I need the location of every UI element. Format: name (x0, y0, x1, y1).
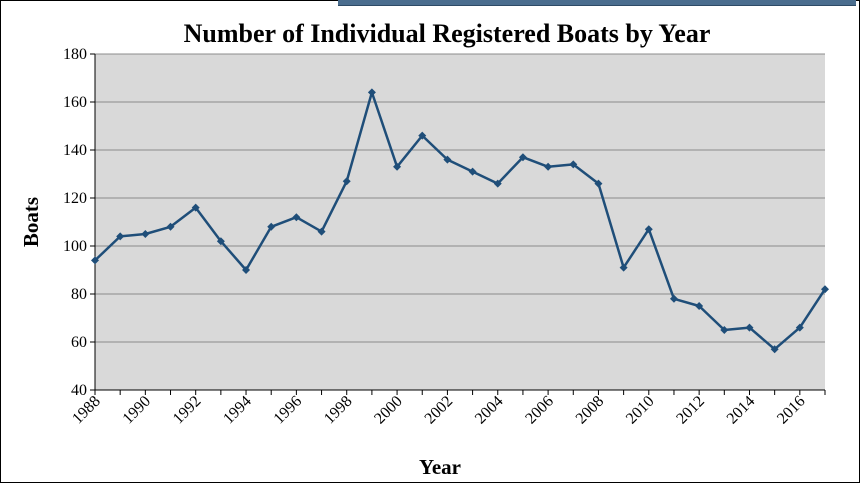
x-tick-label: 2000 (371, 393, 406, 428)
data-point-marker (695, 302, 704, 310)
data-point-marker (216, 237, 225, 246)
x-tick-label: 2010 (623, 393, 658, 428)
data-point-marker (594, 179, 603, 188)
x-tick-label: 2008 (573, 393, 608, 428)
data-point-marker (418, 131, 427, 140)
x-tick-label: 2002 (422, 393, 457, 428)
data-point-marker (821, 285, 829, 294)
chart-title: Number of Individual Registered Boats by… (184, 19, 711, 48)
data-point-marker (141, 230, 150, 238)
data-point-marker (468, 167, 477, 176)
header-band (338, 0, 856, 6)
data-point-marker (795, 323, 804, 332)
plot-area (95, 54, 825, 390)
x-tick-label: 2006 (522, 393, 557, 428)
gridlines (95, 53, 825, 343)
x-tick-label: 2016 (774, 393, 809, 428)
y-tick-labels: 40 60 80 100 120 140 160 180 (63, 46, 87, 399)
data-point-marker (367, 88, 376, 97)
data-series (91, 88, 829, 354)
data-point-marker (518, 153, 527, 162)
axes (90, 53, 826, 395)
data-point-marker (393, 162, 402, 171)
data-point-marker (619, 263, 628, 272)
y-axis-title: Boats (19, 197, 43, 247)
x-tick-labels: 1988 1990 1992 1994 1996 1998 2000 2002 2004 2006… (69, 393, 808, 428)
x-tick-label: 1996 (271, 393, 306, 428)
x-tick-label: 1992 (170, 393, 205, 428)
data-point-marker (166, 222, 175, 231)
data-point-marker (317, 227, 326, 236)
x-tick-label: 1990 (120, 393, 155, 428)
data-point-marker (544, 162, 553, 171)
data-point-marker (644, 225, 653, 234)
data-point-marker (720, 326, 729, 334)
data-point-marker (267, 222, 276, 231)
x-tick-label: 2014 (724, 393, 759, 428)
y-tick-label: 160 (63, 94, 87, 111)
y-tick-label: 40 (71, 382, 87, 399)
data-point-marker (292, 213, 301, 222)
data-point-marker (443, 155, 452, 164)
data-point-marker (669, 294, 678, 303)
x-tick-label: 2012 (673, 393, 708, 428)
data-point-marker (242, 266, 251, 274)
y-tick-label: 60 (71, 334, 87, 351)
x-tick-label: 2004 (472, 393, 507, 428)
y-tick-label: 100 (63, 238, 87, 255)
data-point-marker (342, 177, 351, 186)
data-point-marker (493, 179, 502, 188)
x-axis-title: Year (419, 455, 461, 479)
data-point-marker (191, 203, 200, 212)
data-point-marker (569, 160, 578, 169)
data-point-marker (745, 323, 754, 332)
y-tick-label: 80 (71, 286, 87, 303)
data-point-marker (91, 256, 99, 265)
data-point-marker (116, 232, 125, 241)
y-tick-label: 180 (63, 46, 87, 63)
data-point-marker (770, 345, 779, 354)
y-tick-label: 120 (63, 190, 87, 207)
y-tick-label: 140 (63, 142, 87, 159)
x-tick-label: 1994 (220, 393, 255, 428)
x-tick-label: 1998 (321, 393, 356, 428)
series-line (94, 91, 827, 351)
